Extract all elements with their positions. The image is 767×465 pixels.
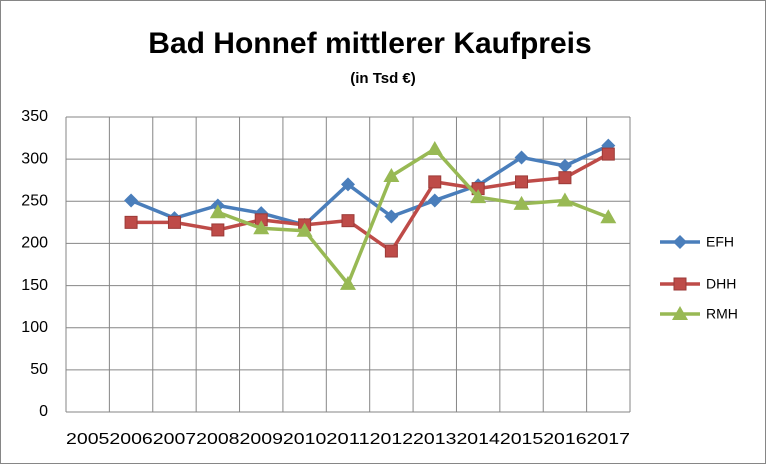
data-point (167, 215, 181, 229)
legend-label: EFH (706, 234, 734, 250)
legend-marker (673, 235, 687, 249)
series-line (130, 144, 610, 227)
data-point (384, 209, 399, 224)
x-tick-label: 2009 (240, 431, 284, 448)
data-point (556, 192, 573, 207)
data-point (340, 275, 356, 290)
x-tick-label: 2005 (66, 431, 110, 448)
series-line (217, 147, 609, 286)
chart-subtitle: (in Tsd €) (350, 70, 416, 87)
y-tick-label: 0 (39, 403, 48, 420)
data-point (558, 171, 572, 185)
y-tick-label: 200 (21, 235, 48, 252)
x-tick-label: 2013 (413, 431, 457, 448)
x-tick-label: 2007 (153, 431, 197, 448)
y-tick-label: 150 (21, 277, 48, 294)
data-point (341, 177, 355, 192)
x-tick-label: 2016 (543, 431, 587, 448)
data-point (296, 222, 313, 237)
x-tick-label: 2006 (109, 431, 153, 448)
y-tick-label: 250 (21, 193, 48, 210)
data-point (124, 193, 139, 208)
x-tick-label: 2017 (587, 431, 631, 448)
x-tick-label: 2011 (326, 431, 370, 448)
x-tick-label: 2012 (370, 431, 414, 448)
series-line (131, 152, 610, 253)
x-tick-label: 2014 (456, 431, 500, 448)
data-point (253, 220, 270, 235)
x-tick-label: 2015 (500, 431, 544, 448)
x-tick-label: 2008 (196, 431, 240, 448)
legend-label: RMH (706, 306, 738, 322)
data-point (124, 215, 138, 229)
y-tick-label: 300 (21, 150, 48, 167)
data-point (384, 244, 398, 258)
legend-label: DHH (706, 276, 736, 292)
y-tick-label: 350 (21, 108, 48, 125)
legend-marker (672, 306, 688, 320)
data-point (428, 175, 442, 189)
data-point (427, 193, 442, 208)
data-point (426, 141, 443, 156)
data-point (383, 168, 400, 182)
data-point (514, 150, 529, 165)
data-point (209, 204, 226, 219)
y-tick-label: 50 (30, 361, 48, 378)
y-tick-label: 100 (21, 319, 48, 336)
data-point (341, 214, 355, 228)
data-point (211, 223, 225, 237)
data-point (557, 158, 572, 173)
legend-marker (673, 277, 687, 291)
data-point (470, 189, 487, 204)
data-point (515, 175, 529, 189)
x-tick-label: 2010 (283, 431, 327, 448)
data-point (600, 209, 617, 224)
data-point (601, 147, 615, 161)
data-point (513, 195, 530, 210)
chart-title: Bad Honnef mittlerer Kaufpreis (148, 27, 591, 60)
